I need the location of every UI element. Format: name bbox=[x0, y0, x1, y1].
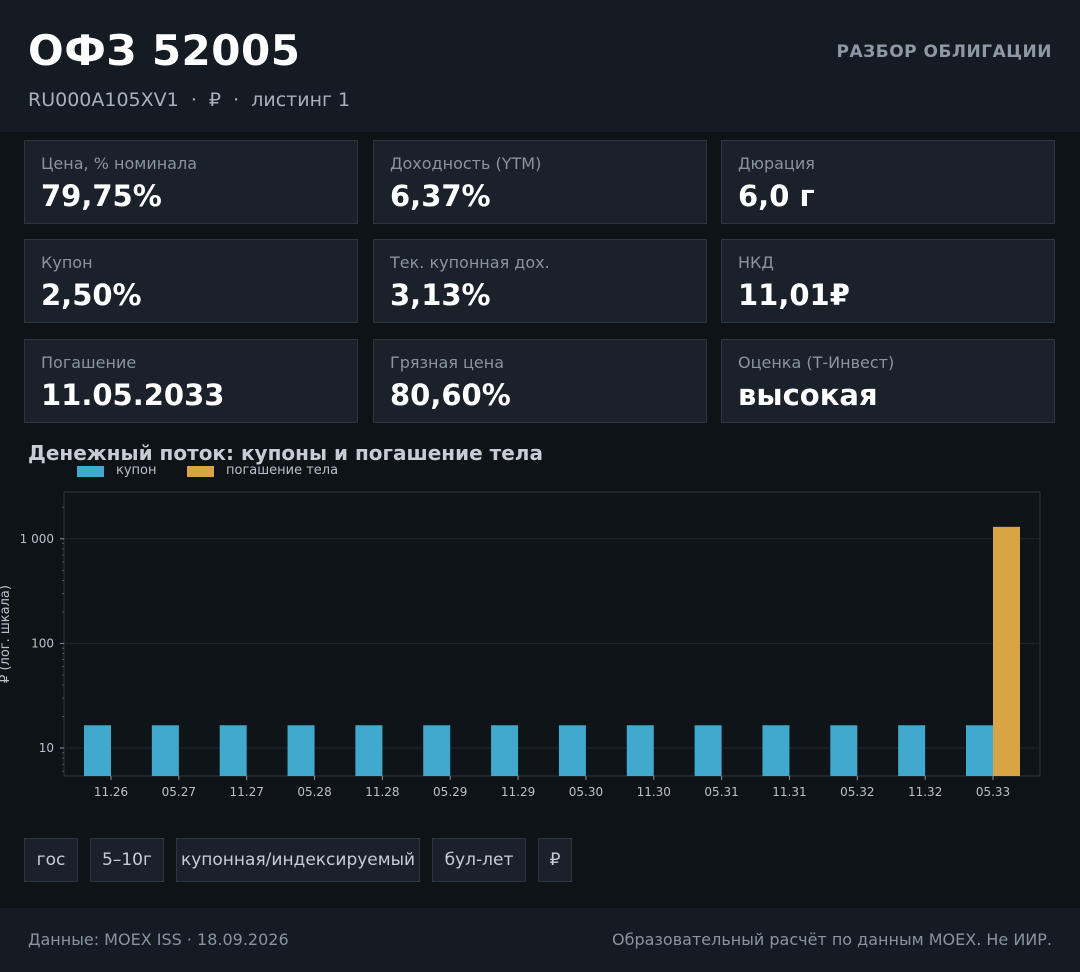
metric-card-maturity: Погашение 11.05.2033 bbox=[24, 339, 358, 423]
y-tick-label: 100 bbox=[31, 636, 54, 650]
legend-label-principal: погашение тела bbox=[226, 463, 339, 478]
y-tick-label: 10 bbox=[39, 741, 54, 755]
chip-term[interactable]: 5–10г bbox=[90, 838, 164, 882]
bar-coupon bbox=[966, 725, 993, 776]
x-tick-label: 05.28 bbox=[297, 785, 331, 799]
metric-card-coupon: Купон 2,50% bbox=[24, 239, 358, 323]
x-tick-label: 05.29 bbox=[433, 785, 467, 799]
metric-card-current-yield: Тек. купонная дох. 3,13% bbox=[373, 239, 707, 323]
x-tick-label: 05.30 bbox=[569, 785, 603, 799]
chip-coupon-type[interactable]: купонная/индексируемый bbox=[176, 838, 420, 882]
metric-value: 11,01₽ bbox=[738, 278, 850, 312]
footer-disclaimer: Образовательный расчёт по данным MOEX. Н… bbox=[612, 930, 1052, 949]
x-tick-label: 11.30 bbox=[637, 785, 671, 799]
x-tick-label: 11.26 bbox=[94, 785, 128, 799]
metric-value: 80,60% bbox=[390, 378, 511, 412]
bar-coupon bbox=[491, 725, 519, 776]
x-tick-label: 11.32 bbox=[908, 785, 942, 799]
metric-value: 79,75% bbox=[41, 179, 162, 213]
bar-coupon bbox=[694, 725, 722, 776]
bar-coupon bbox=[626, 725, 654, 776]
chip-amortization[interactable]: бул-лет bbox=[432, 838, 526, 882]
bar-coupon bbox=[898, 725, 926, 776]
y-tick-label: 1 000 bbox=[20, 532, 54, 546]
footer-bar bbox=[0, 908, 1080, 972]
cashflow-chart: 10 100 1 000 ₽ (лог. шкала) 11.26 05.27 11.27 0… bbox=[0, 491, 1041, 799]
legend-swatch-principal bbox=[187, 466, 214, 477]
metric-value: 11.05.2033 bbox=[41, 378, 225, 412]
bar-coupon bbox=[423, 725, 451, 776]
metric-value: 6,37% bbox=[390, 179, 491, 213]
metric-label: Дюрация bbox=[738, 154, 815, 173]
x-tick-label: 05.27 bbox=[162, 785, 196, 799]
header-tag: РАЗБОР ОБЛИГАЦИИ bbox=[836, 42, 1052, 62]
x-tick-label: 11.31 bbox=[772, 785, 806, 799]
page-title: ОФЗ 52005 bbox=[28, 26, 301, 75]
bar-principal bbox=[993, 526, 1020, 776]
plot-area bbox=[63, 491, 1041, 777]
chart-title: Денежный поток: купоны и погашение тела bbox=[28, 441, 543, 465]
metric-card-price: Цена, % номинала 79,75% bbox=[24, 140, 358, 224]
metric-label: Оценка (Т-Инвест) bbox=[738, 353, 895, 372]
bar-coupon bbox=[558, 725, 586, 776]
metric-card-dirty-price: Грязная цена 80,60% bbox=[373, 339, 707, 423]
metric-label: Доходность (YTM) bbox=[390, 154, 542, 173]
metric-label: НКД bbox=[738, 253, 774, 272]
bar-coupon bbox=[287, 725, 315, 776]
metric-card-rating: Оценка (Т-Инвест) высокая bbox=[721, 339, 1055, 423]
bar-coupon bbox=[830, 725, 858, 776]
x-tick-label: 05.32 bbox=[840, 785, 874, 799]
metric-label: Грязная цена bbox=[390, 353, 505, 372]
legend-swatch-coupon bbox=[77, 466, 104, 477]
bar-coupon bbox=[355, 725, 383, 776]
chip-currency[interactable]: ₽ bbox=[538, 838, 572, 882]
bar-coupon bbox=[219, 725, 247, 776]
metric-label: Купон bbox=[41, 253, 93, 272]
metric-card-accrued-interest: НКД 11,01₽ bbox=[721, 239, 1055, 323]
page-subtitle: RU000A105XV1 · ₽ · листинг 1 bbox=[28, 89, 351, 111]
metric-value: высокая bbox=[738, 378, 878, 412]
bar-coupon bbox=[151, 725, 179, 776]
x-tick-label: 11.28 bbox=[365, 785, 399, 799]
metric-card-duration: Дюрация 6,0 г bbox=[721, 140, 1055, 224]
metric-card-ytm: Доходность (YTM) 6,37% bbox=[373, 140, 707, 224]
y-axis-label: ₽ (лог. шкала) bbox=[0, 585, 13, 683]
metric-value: 3,13% bbox=[390, 278, 491, 312]
header-bar bbox=[0, 0, 1080, 132]
metric-label: Тек. купонная дох. bbox=[390, 253, 550, 272]
bar-coupon bbox=[84, 725, 111, 776]
metric-value: 2,50% bbox=[41, 278, 142, 312]
metric-value: 6,0 г bbox=[738, 179, 815, 213]
chip-issuer-type[interactable]: гос bbox=[24, 838, 78, 882]
legend-label-coupon: купон bbox=[116, 463, 157, 478]
x-tick-label: 05.31 bbox=[704, 785, 738, 799]
metric-label: Цена, % номинала bbox=[41, 154, 198, 173]
x-tick-label: 11.27 bbox=[230, 785, 264, 799]
x-tick-label: 05.33 bbox=[976, 785, 1010, 799]
bar-coupon bbox=[762, 725, 790, 776]
metric-label: Погашение bbox=[41, 353, 137, 372]
footer-source: Данные: MOEX ISS · 18.09.2026 bbox=[28, 930, 289, 949]
x-tick-label: 11.29 bbox=[501, 785, 535, 799]
